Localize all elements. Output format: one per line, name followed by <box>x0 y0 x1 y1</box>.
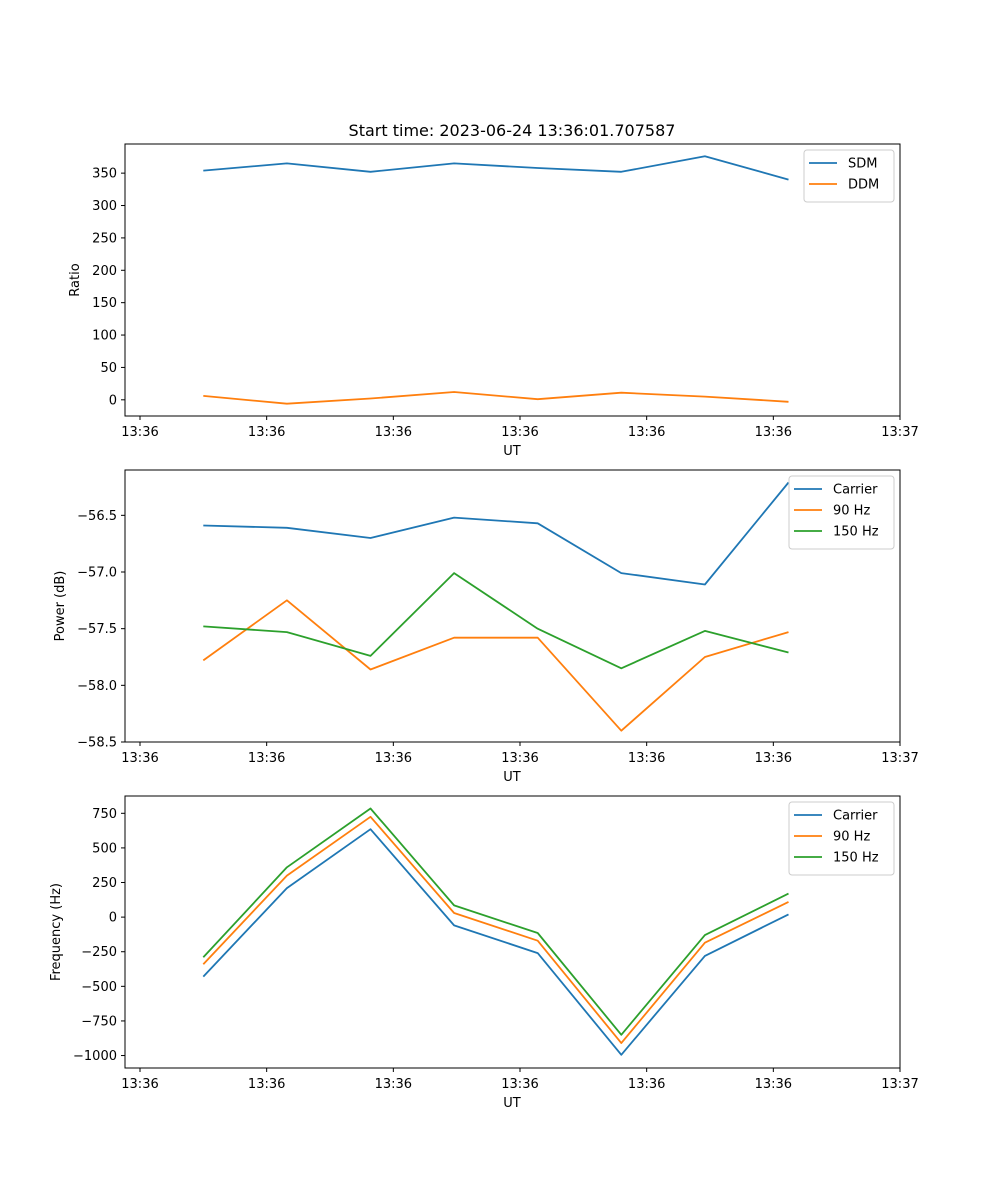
legend: Carrier 90 Hz 150 Hz <box>788 801 895 876</box>
x-tick-label: 13:36 <box>628 751 665 766</box>
legend-label: Carrier <box>833 809 878 824</box>
chart-title: Start time: 2023-06-24 13:36:01.707587 <box>349 121 676 140</box>
x-tick-label: 13:36 <box>755 751 792 766</box>
x-tick-label: 13:36 <box>375 751 412 766</box>
series-line-sdm <box>203 155 789 181</box>
legend-label: SDM <box>848 157 877 172</box>
legend-label: 90 Hz <box>833 504 870 519</box>
x-tick-label: 13:36 <box>501 1077 538 1092</box>
legend-label: 150 Hz <box>833 525 879 540</box>
x-axis-label: UT <box>503 1096 521 1111</box>
series-line-90-hz <box>202 815 789 1044</box>
y-axis-label: Frequency (Hz) <box>49 883 64 981</box>
y-tick-label: 250 <box>92 876 117 891</box>
x-axis-label: UT <box>503 770 521 785</box>
series-line-150-hz <box>203 572 789 670</box>
x-tick-label: 13:36 <box>121 425 158 440</box>
x-tick-label: 13:36 <box>628 425 665 440</box>
y-tick-label: −58.5 <box>77 736 117 751</box>
y-tick-label: 0 <box>109 911 117 926</box>
x-tick-label: 13:36 <box>375 425 412 440</box>
legend-label: 150 Hz <box>833 851 879 866</box>
y-tick-label: −57.0 <box>77 566 117 581</box>
x-tick-label: 13:36 <box>375 1077 412 1092</box>
x-tick-label: 13:36 <box>121 1077 158 1092</box>
x-tick-label: 13:36 <box>248 425 285 440</box>
y-tick-label: −750 <box>81 1014 117 1029</box>
legend-label: Carrier <box>833 483 878 498</box>
x-tick-label: 13:36 <box>501 751 538 766</box>
legend: Carrier 90 Hz 150 Hz <box>788 475 895 550</box>
y-tick-label: 200 <box>92 264 117 279</box>
y-tick-label: −56.5 <box>77 509 117 524</box>
y-tick-label: 300 <box>92 199 117 214</box>
axes-frame <box>124 143 901 417</box>
series-line-150-hz <box>202 807 789 1036</box>
y-tick-label: 350 <box>92 167 117 182</box>
series-line-ddm <box>203 391 789 405</box>
chart-panel-1: 13:36 13:36 13:36 13:36 13:36 13:36 13:37 0 50 10… <box>68 143 919 459</box>
legend-label: 90 Hz <box>833 830 870 845</box>
x-tick-label: 13:37 <box>881 1077 918 1092</box>
y-tick-label: 750 <box>92 807 117 822</box>
y-tick-label: 0 <box>109 393 117 408</box>
chart-panel-2: 13:36 13:36 13:36 13:36 13:36 13:36 13:37 −58.5… <box>53 469 919 785</box>
x-tick-label: 13:36 <box>755 1077 792 1092</box>
x-tick-label: 13:36 <box>248 1077 285 1092</box>
y-tick-label: −250 <box>81 945 117 960</box>
axes-frame <box>124 469 901 743</box>
chart-panel-3: 13:36 13:36 13:36 13:36 13:36 13:36 13:37 −1000… <box>49 795 919 1111</box>
y-tick-label: −58.0 <box>77 679 117 694</box>
y-tick-label: 50 <box>100 361 117 376</box>
series-line-carrier <box>202 828 789 1056</box>
x-tick-label: 13:36 <box>628 1077 665 1092</box>
series-line-carrier <box>203 481 790 586</box>
legend-label: DDM <box>848 178 879 193</box>
y-tick-label: 250 <box>92 231 117 246</box>
y-axis-label: Ratio <box>68 263 83 296</box>
y-tick-label: 100 <box>92 329 117 344</box>
y-tick-label: −1000 <box>73 1049 117 1064</box>
axes-frame <box>124 795 901 1069</box>
y-tick-label: −57.5 <box>77 622 117 637</box>
y-tick-label: 500 <box>92 841 117 856</box>
series-line-90-hz <box>202 599 789 732</box>
y-axis-label: Power (dB) <box>53 571 68 642</box>
x-tick-label: 13:37 <box>881 751 918 766</box>
x-axis-label: UT <box>503 444 521 459</box>
x-tick-label: 13:36 <box>248 751 285 766</box>
legend: SDM DDM <box>803 149 895 203</box>
x-tick-label: 13:36 <box>755 425 792 440</box>
x-tick-label: 13:36 <box>501 425 538 440</box>
y-tick-label: −500 <box>81 980 117 995</box>
y-tick-label: 150 <box>92 296 117 311</box>
x-tick-label: 13:37 <box>881 425 918 440</box>
x-tick-label: 13:36 <box>121 751 158 766</box>
